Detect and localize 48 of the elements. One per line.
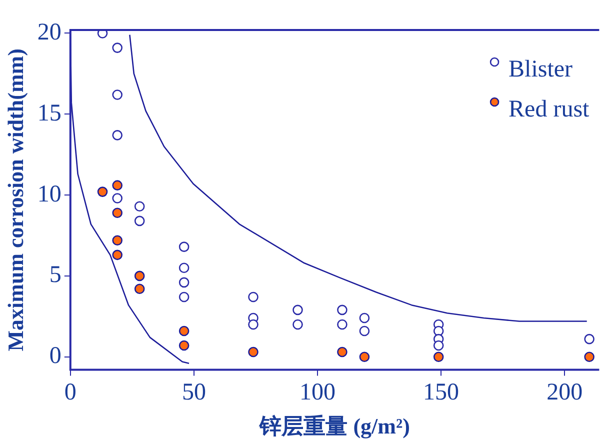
- point: [248, 346, 258, 358]
- y-axis-title: Maximum corrosion width(mm): [2, 48, 28, 352]
- legend-label: Red rust: [508, 96, 590, 122]
- y-tick-label: 10: [37, 181, 62, 208]
- point: [359, 312, 370, 324]
- point: [112, 130, 122, 140]
- x-tick-label: 100: [300, 379, 336, 406]
- point: [337, 319, 348, 330]
- point: [337, 346, 348, 358]
- point: [248, 292, 258, 302]
- point: [178, 277, 190, 288]
- point: [248, 319, 258, 330]
- point: [112, 235, 122, 246]
- y-tick-label: 20: [37, 20, 62, 46]
- point: [134, 284, 145, 294]
- point: [433, 340, 444, 351]
- point: [292, 304, 303, 316]
- point: [134, 216, 145, 226]
- y-tick-label: 5: [49, 262, 62, 288]
- point: [112, 90, 122, 100]
- x-tick-label: 50: [182, 379, 206, 406]
- x-tick-label: 200: [546, 379, 583, 406]
- point: [112, 180, 122, 190]
- point: [359, 352, 370, 362]
- point: [359, 326, 370, 336]
- point: [178, 242, 190, 252]
- y-tick-label: 0: [49, 343, 62, 370]
- point: [433, 352, 444, 362]
- point: [97, 30, 108, 38]
- point: [134, 270, 145, 282]
- point: [112, 208, 122, 218]
- point: [134, 201, 145, 212]
- point: [178, 340, 190, 351]
- point: [178, 262, 190, 274]
- y-tick-label: 15: [37, 100, 62, 126]
- x-axis-title: 锌层重量 (g/m²): [258, 413, 410, 438]
- point: [337, 304, 348, 316]
- point: [178, 326, 190, 336]
- point: [292, 319, 303, 330]
- point: [584, 352, 594, 362]
- point: [97, 186, 108, 197]
- point: [112, 42, 122, 53]
- legend-label: Blister: [508, 56, 573, 82]
- point: [112, 250, 122, 260]
- point: [584, 334, 594, 344]
- point: [112, 193, 122, 204]
- x-tick-label: 150: [423, 379, 460, 406]
- point: [178, 292, 190, 302]
